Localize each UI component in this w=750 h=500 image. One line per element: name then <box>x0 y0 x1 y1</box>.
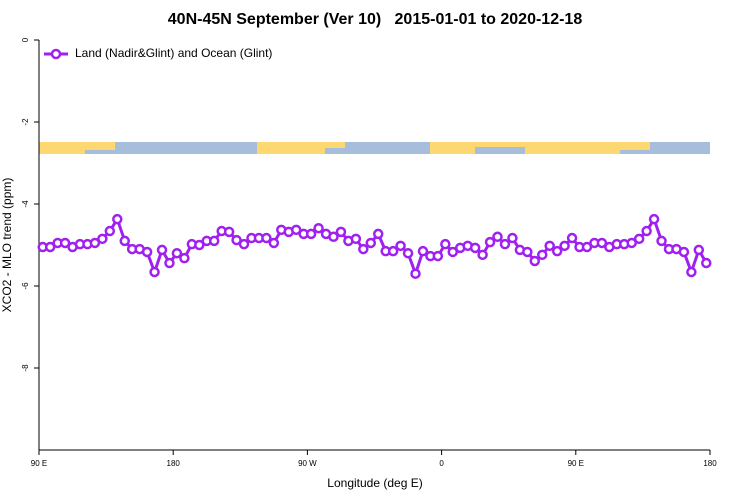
data-point <box>499 238 511 250</box>
data-point <box>231 234 242 246</box>
data-point <box>305 228 317 240</box>
data-point <box>365 237 377 249</box>
data-point <box>112 213 123 225</box>
data-point <box>387 245 399 257</box>
x-tick-label: 90 E <box>31 459 47 468</box>
y-tick-label: -2 <box>21 118 30 126</box>
data-point <box>194 239 205 251</box>
data-point <box>97 233 108 245</box>
data-point <box>395 240 406 252</box>
data-point <box>648 213 660 225</box>
x-tick-label: 0 <box>439 459 444 468</box>
data-point <box>89 237 101 249</box>
land-ocean-strip <box>39 142 710 154</box>
data-point <box>701 257 712 269</box>
y-tick-label: -4 <box>21 200 30 208</box>
data-point <box>507 232 518 244</box>
data-point <box>223 226 235 238</box>
data-point <box>208 235 220 247</box>
data-point <box>290 224 302 236</box>
data-point <box>350 233 362 245</box>
data-point <box>410 268 421 279</box>
x-tick-label: 90 W <box>298 459 317 468</box>
data-point <box>544 240 555 252</box>
data-point <box>477 249 488 261</box>
chart-title: 40N-45N September (Ver 10) 2015-01-01 to… <box>168 11 583 28</box>
data-point <box>686 266 697 278</box>
data-point <box>171 247 183 259</box>
x-tick-label: 180 <box>167 459 181 468</box>
data-point <box>693 244 705 256</box>
data-point <box>358 243 369 255</box>
data-point <box>104 225 116 237</box>
y-tick-label: 0 <box>21 37 30 42</box>
data-point <box>328 231 339 243</box>
x-tick-label: 180 <box>703 459 717 468</box>
data-point <box>566 232 578 244</box>
data-point <box>537 249 548 261</box>
x-tick-label: 90 E <box>568 459 584 468</box>
data-point <box>522 246 533 258</box>
data-point <box>156 244 168 256</box>
data-point <box>179 252 190 264</box>
data-point <box>633 233 645 245</box>
data-point <box>238 238 250 250</box>
data-point <box>529 255 541 267</box>
data-point <box>656 235 667 247</box>
data-point <box>59 237 71 249</box>
data-point <box>313 222 324 234</box>
legend-label: Land (Nadir&Glint) and Ocean (Glint) <box>75 46 272 60</box>
x-axis-label: Longitude (deg E) <box>327 476 422 490</box>
data-point <box>417 245 429 257</box>
data-point <box>268 237 280 249</box>
data-point <box>440 238 451 250</box>
y-tick-label: -6 <box>21 282 30 290</box>
data-point <box>551 245 563 257</box>
data-point <box>447 246 459 258</box>
data-point <box>678 246 690 258</box>
data-point <box>335 226 347 238</box>
data-point <box>626 237 637 249</box>
y-axis-label: XCO2 - MLO trend (ppm) <box>0 178 14 313</box>
data-point <box>372 228 384 240</box>
data-point <box>492 231 503 243</box>
data-point <box>559 240 570 252</box>
data-point <box>581 241 593 253</box>
data-point <box>44 241 56 253</box>
data-point <box>596 237 608 249</box>
data-point <box>119 235 130 247</box>
data-point <box>402 247 414 259</box>
data-point <box>432 250 444 262</box>
data-point <box>164 257 175 269</box>
data-point <box>641 225 652 237</box>
legend-marker <box>50 48 62 60</box>
y-tick-label: -8 <box>21 364 30 372</box>
data-point <box>149 266 160 278</box>
data-point <box>469 242 481 254</box>
data-point <box>141 246 153 258</box>
data-point <box>261 232 272 244</box>
data-point <box>484 236 496 248</box>
